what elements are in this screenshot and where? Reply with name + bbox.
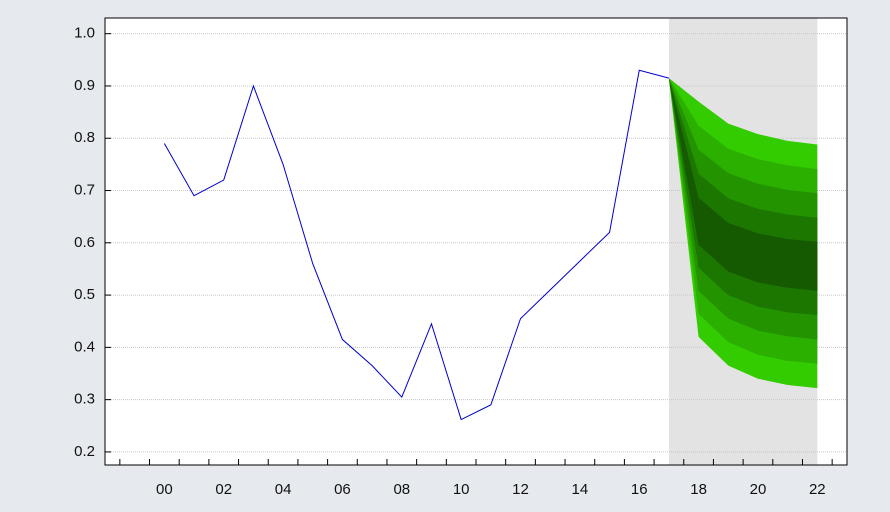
x-tick-label: 00 [156, 481, 173, 498]
x-tick-label: 20 [750, 481, 767, 498]
x-tick-label: 22 [809, 481, 826, 498]
x-tick-label: 10 [453, 481, 470, 498]
y-tick-label: 0.4 [74, 338, 95, 355]
y-tick-label: 0.9 [74, 77, 95, 94]
y-tick-label: 0.3 [74, 391, 95, 408]
x-tick-label: 18 [690, 481, 707, 498]
fan-band [668, 78, 818, 291]
x-tick-label: 02 [215, 481, 232, 498]
y-tick-label: 0.2 [74, 443, 95, 460]
x-tick-label: 12 [512, 481, 529, 498]
y-tick-label: 0.5 [74, 286, 95, 303]
data-line [163, 69, 670, 421]
x-tick-label: 14 [572, 481, 589, 498]
y-tick-label: 0.7 [74, 181, 95, 198]
x-tick-label: 04 [275, 481, 292, 498]
y-tick-label: 0.8 [74, 129, 95, 146]
x-tick-label: 08 [393, 481, 410, 498]
x-tick-label: 16 [631, 481, 648, 498]
y-tick-label: 0.6 [74, 234, 95, 251]
plot-border [104, 17, 848, 466]
x-tick-label: 06 [334, 481, 351, 498]
y-tick-label: 1.0 [74, 25, 95, 42]
